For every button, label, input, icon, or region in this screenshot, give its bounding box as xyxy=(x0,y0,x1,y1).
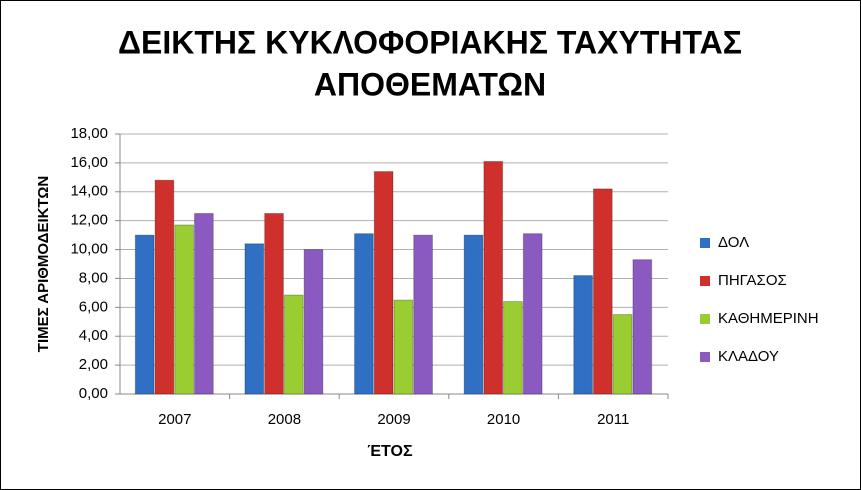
legend-label: ΚΑΘΗΜΕΡΙΝΗ xyxy=(718,310,819,327)
bar xyxy=(612,314,633,395)
bar xyxy=(303,249,324,395)
legend-label: ΚΛΑΔΟΥ xyxy=(718,348,779,365)
bar xyxy=(503,301,523,395)
x-tick-label: 2007 xyxy=(158,411,191,428)
y-tick-label: 6,00 xyxy=(79,298,108,315)
x-tick-label: 2009 xyxy=(377,411,410,428)
y-tick-label: 0,00 xyxy=(79,385,108,402)
legend-swatch xyxy=(700,352,710,362)
y-tick-label: 16,00 xyxy=(70,154,108,171)
bar xyxy=(632,259,653,395)
bar xyxy=(354,233,374,395)
chart-title: ΑΠΟΘΕΜΑΤΩΝ xyxy=(314,66,546,102)
y-tick-label: 10,00 xyxy=(70,241,108,258)
bar xyxy=(134,234,155,395)
x-tick-label: 2010 xyxy=(487,411,520,428)
legend-swatch xyxy=(700,276,710,286)
legend-label: ΔΟΛ xyxy=(718,234,749,251)
bar xyxy=(573,275,593,395)
y-tick-label: 8,00 xyxy=(79,269,108,286)
legend-label: ΠΗΓΑΣΟΣ xyxy=(718,272,787,289)
bar xyxy=(483,160,504,395)
bar xyxy=(393,299,414,395)
legend-swatch xyxy=(700,238,710,248)
x-tick-label: 2008 xyxy=(268,411,301,428)
y-tick-label: 4,00 xyxy=(79,327,108,344)
y-tick-label: 18,00 xyxy=(70,125,108,142)
bar xyxy=(373,171,394,395)
y-tick-label: 14,00 xyxy=(70,183,108,200)
bar xyxy=(244,243,265,395)
x-tick-label: 2011 xyxy=(597,411,629,428)
bar xyxy=(522,233,543,395)
bar xyxy=(413,234,433,395)
bar xyxy=(154,179,175,395)
bar xyxy=(174,224,195,395)
bar xyxy=(592,188,613,395)
y-axis-label: ΤΙΜΕΣ ΑΡΙΘΜΟΔΕΙΚΤΩΝ xyxy=(35,176,52,352)
bar xyxy=(283,294,304,395)
chart-title: ΔΕΙΚΤΗΣ ΚΥΚΛΟΦΟΡΙΑΚΗΣ ΤΑΧΥΤΗΤΑΣ xyxy=(118,24,742,60)
y-tick-label: 2,00 xyxy=(79,356,108,373)
bar xyxy=(264,212,284,395)
y-tick-label: 12,00 xyxy=(70,212,108,229)
bar xyxy=(463,234,484,395)
legend-swatch xyxy=(700,314,710,324)
x-axis-label: ΈΤΟΣ xyxy=(367,443,413,460)
bar xyxy=(194,212,214,395)
